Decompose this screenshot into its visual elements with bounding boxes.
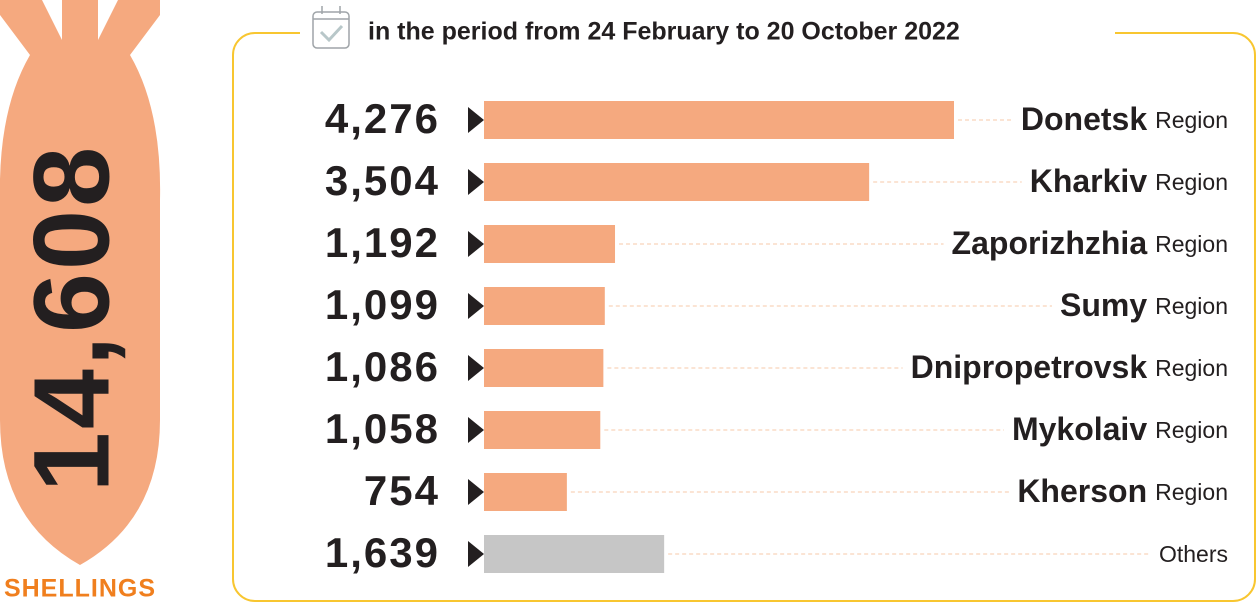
total-caption: SHELLINGS — [4, 575, 156, 603]
marker — [468, 417, 484, 443]
marker — [468, 231, 484, 257]
category-suffix: Region — [1155, 417, 1228, 443]
value-label: 1,192 — [325, 219, 440, 266]
category-label: Mykolaiv Region — [1012, 411, 1228, 447]
category-name: Kherson — [1017, 473, 1147, 509]
category-name: Others — [1159, 541, 1228, 567]
category-suffix: Region — [1155, 169, 1228, 195]
category-suffix: Region — [1155, 293, 1228, 319]
category-suffix: Region — [1155, 355, 1228, 381]
marker — [468, 541, 484, 567]
category-label: Dnipropetrovsk Region — [911, 349, 1228, 385]
bar — [484, 473, 567, 511]
value-label: 4,276 — [325, 95, 440, 142]
value-label: 1,058 — [325, 405, 440, 452]
total-label: 14,608 — [11, 144, 132, 492]
value-label: 3,504 — [325, 157, 440, 204]
marker — [468, 107, 484, 133]
category-label: Zaporizhzhia Region — [952, 225, 1228, 261]
category-name: Donetsk — [1021, 101, 1147, 137]
value-label: 1,099 — [325, 281, 440, 328]
marker — [468, 355, 484, 381]
bar — [484, 349, 603, 387]
marker — [468, 293, 484, 319]
category-name: Sumy — [1060, 287, 1147, 323]
bar — [484, 101, 954, 139]
bar — [484, 287, 605, 325]
category-name: Kharkiv — [1030, 163, 1148, 199]
category-label: Others — [1159, 541, 1228, 567]
category-label: Sumy Region — [1060, 287, 1228, 323]
category-name: Mykolaiv — [1012, 411, 1147, 447]
bar — [484, 163, 869, 201]
category-label: Kharkiv Region — [1030, 163, 1228, 199]
infographic: 14,608 SHELLINGS in the period from 24 F… — [0, 0, 1259, 607]
marker — [468, 479, 484, 505]
bar — [484, 411, 600, 449]
value-label: 754 — [364, 467, 440, 514]
page: 14,608 SHELLINGS in the period from 24 F… — [0, 0, 1259, 607]
category-label: Kherson Region — [1017, 473, 1228, 509]
category-suffix: Region — [1155, 107, 1228, 133]
chart-subtitle: in the period from 24 February to 20 Oct… — [368, 18, 960, 46]
bar — [484, 225, 615, 263]
category-name: Zaporizhzhia — [952, 225, 1148, 261]
value-label: 1,639 — [325, 529, 440, 576]
calendar-icon — [313, 6, 349, 48]
category-suffix: Region — [1155, 479, 1228, 505]
value-label: 1,086 — [325, 343, 440, 390]
category-suffix: Region — [1155, 231, 1228, 257]
category-name: Dnipropetrovsk — [911, 349, 1148, 385]
marker — [468, 169, 484, 195]
category-label: Donetsk Region — [1021, 101, 1228, 137]
bar — [484, 535, 664, 573]
